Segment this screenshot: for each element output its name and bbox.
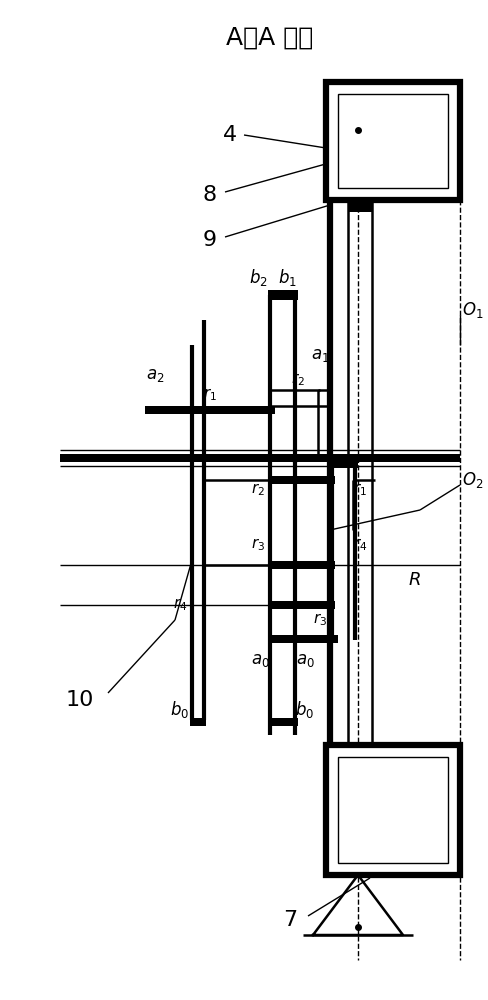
Text: $r_2$: $r_2$ bbox=[250, 482, 264, 498]
Text: $b_0$: $b_0$ bbox=[170, 700, 189, 720]
Text: $r_1$: $r_1$ bbox=[352, 482, 366, 498]
Bar bbox=[329, 458, 357, 468]
Bar bbox=[337, 94, 447, 188]
Text: 10: 10 bbox=[66, 690, 94, 710]
Bar bbox=[267, 290, 297, 300]
Text: 7: 7 bbox=[283, 910, 296, 930]
Text: $a_0$: $a_0$ bbox=[250, 651, 269, 669]
Text: A－A 剖面: A－A 剖面 bbox=[226, 26, 313, 50]
Bar bbox=[269, 601, 334, 609]
Text: $O_1$: $O_1$ bbox=[461, 300, 483, 320]
Text: 4: 4 bbox=[223, 125, 237, 145]
Bar bbox=[60, 454, 459, 462]
Text: 8: 8 bbox=[203, 185, 217, 205]
Bar bbox=[347, 198, 371, 212]
Text: $r_1$: $r_1$ bbox=[203, 387, 217, 403]
Text: 9: 9 bbox=[203, 230, 217, 250]
Bar bbox=[325, 82, 459, 200]
Bar bbox=[325, 745, 459, 875]
Bar bbox=[269, 561, 334, 569]
Text: $b_2$: $b_2$ bbox=[248, 267, 267, 288]
Text: $a_1$: $a_1$ bbox=[310, 346, 328, 364]
Text: R: R bbox=[408, 571, 420, 589]
Text: $r_4$: $r_4$ bbox=[172, 597, 187, 613]
Bar bbox=[337, 757, 447, 863]
Bar bbox=[269, 476, 334, 484]
Text: $a_2$: $a_2$ bbox=[145, 366, 164, 384]
Text: $b_0$: $b_0$ bbox=[295, 700, 314, 720]
Text: $r_3$: $r_3$ bbox=[312, 612, 326, 628]
Bar bbox=[190, 718, 205, 726]
Bar bbox=[337, 166, 447, 188]
Bar bbox=[267, 635, 337, 643]
Bar bbox=[337, 757, 447, 777]
Text: $O_2$: $O_2$ bbox=[461, 470, 483, 490]
Text: $b_1$: $b_1$ bbox=[277, 267, 296, 288]
Text: $r_2$: $r_2$ bbox=[290, 372, 305, 388]
Text: $a_0$: $a_0$ bbox=[295, 651, 314, 669]
Text: $r_3$: $r_3$ bbox=[250, 537, 264, 553]
Bar bbox=[145, 406, 274, 414]
Text: $r_4$: $r_4$ bbox=[352, 537, 366, 553]
Bar bbox=[269, 718, 297, 726]
